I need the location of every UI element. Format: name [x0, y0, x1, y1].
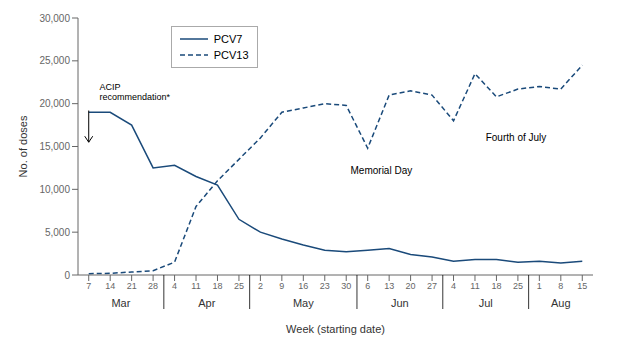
- svg-text:25: 25: [513, 281, 523, 291]
- svg-text:30,000: 30,000: [39, 13, 70, 24]
- svg-text:Jun: Jun: [391, 297, 409, 309]
- svg-text:Aug: Aug: [551, 297, 571, 309]
- svg-text:18: 18: [491, 281, 501, 291]
- svg-text:5,000: 5,000: [45, 227, 70, 238]
- svg-text:ACIPrecommendation*: ACIPrecommendation*: [99, 82, 170, 102]
- svg-text:16: 16: [298, 281, 308, 291]
- svg-text:30: 30: [341, 281, 351, 291]
- svg-text:11: 11: [191, 281, 200, 291]
- svg-text:Week (starting date): Week (starting date): [286, 323, 385, 335]
- svg-text:18: 18: [212, 281, 222, 291]
- svg-text:27: 27: [427, 281, 437, 291]
- svg-text:25,000: 25,000: [39, 55, 70, 66]
- svg-text:11: 11: [470, 281, 479, 291]
- svg-text:10,000: 10,000: [39, 184, 70, 195]
- svg-text:20: 20: [406, 281, 416, 291]
- html-text:PCV13: PCV13: [213, 49, 249, 61]
- svg-text:20,000: 20,000: [39, 98, 70, 109]
- svg-text:4: 4: [172, 281, 177, 291]
- svg-text:Mar: Mar: [111, 297, 130, 309]
- svg-text:7: 7: [86, 281, 91, 291]
- html-text:PCV7: PCV7: [213, 33, 243, 45]
- svg-text:Memorial Day: Memorial Day: [351, 165, 413, 176]
- svg-text:6: 6: [365, 281, 370, 291]
- svg-text:13: 13: [384, 281, 394, 291]
- svg-text:14: 14: [105, 281, 115, 291]
- svg-text:No. of doses: No. of doses: [17, 115, 29, 177]
- svg-text:15,000: 15,000: [39, 141, 70, 152]
- svg-text:9: 9: [279, 281, 284, 291]
- svg-text:25: 25: [234, 281, 244, 291]
- svg-text:Apr: Apr: [198, 297, 215, 309]
- svg-text:21: 21: [127, 281, 137, 291]
- svg-text:2: 2: [258, 281, 263, 291]
- svg-text:4: 4: [451, 281, 456, 291]
- svg-text:Fourth of July: Fourth of July: [486, 132, 547, 143]
- svg-text:May: May: [293, 297, 314, 309]
- svg-text:23: 23: [320, 281, 330, 291]
- svg-text:Jul: Jul: [479, 297, 493, 309]
- svg-text:15: 15: [577, 281, 587, 291]
- svg-text:28: 28: [148, 281, 158, 291]
- svg-text:8: 8: [558, 281, 563, 291]
- svg-text:0: 0: [64, 270, 70, 281]
- svg-text:1: 1: [537, 281, 542, 291]
